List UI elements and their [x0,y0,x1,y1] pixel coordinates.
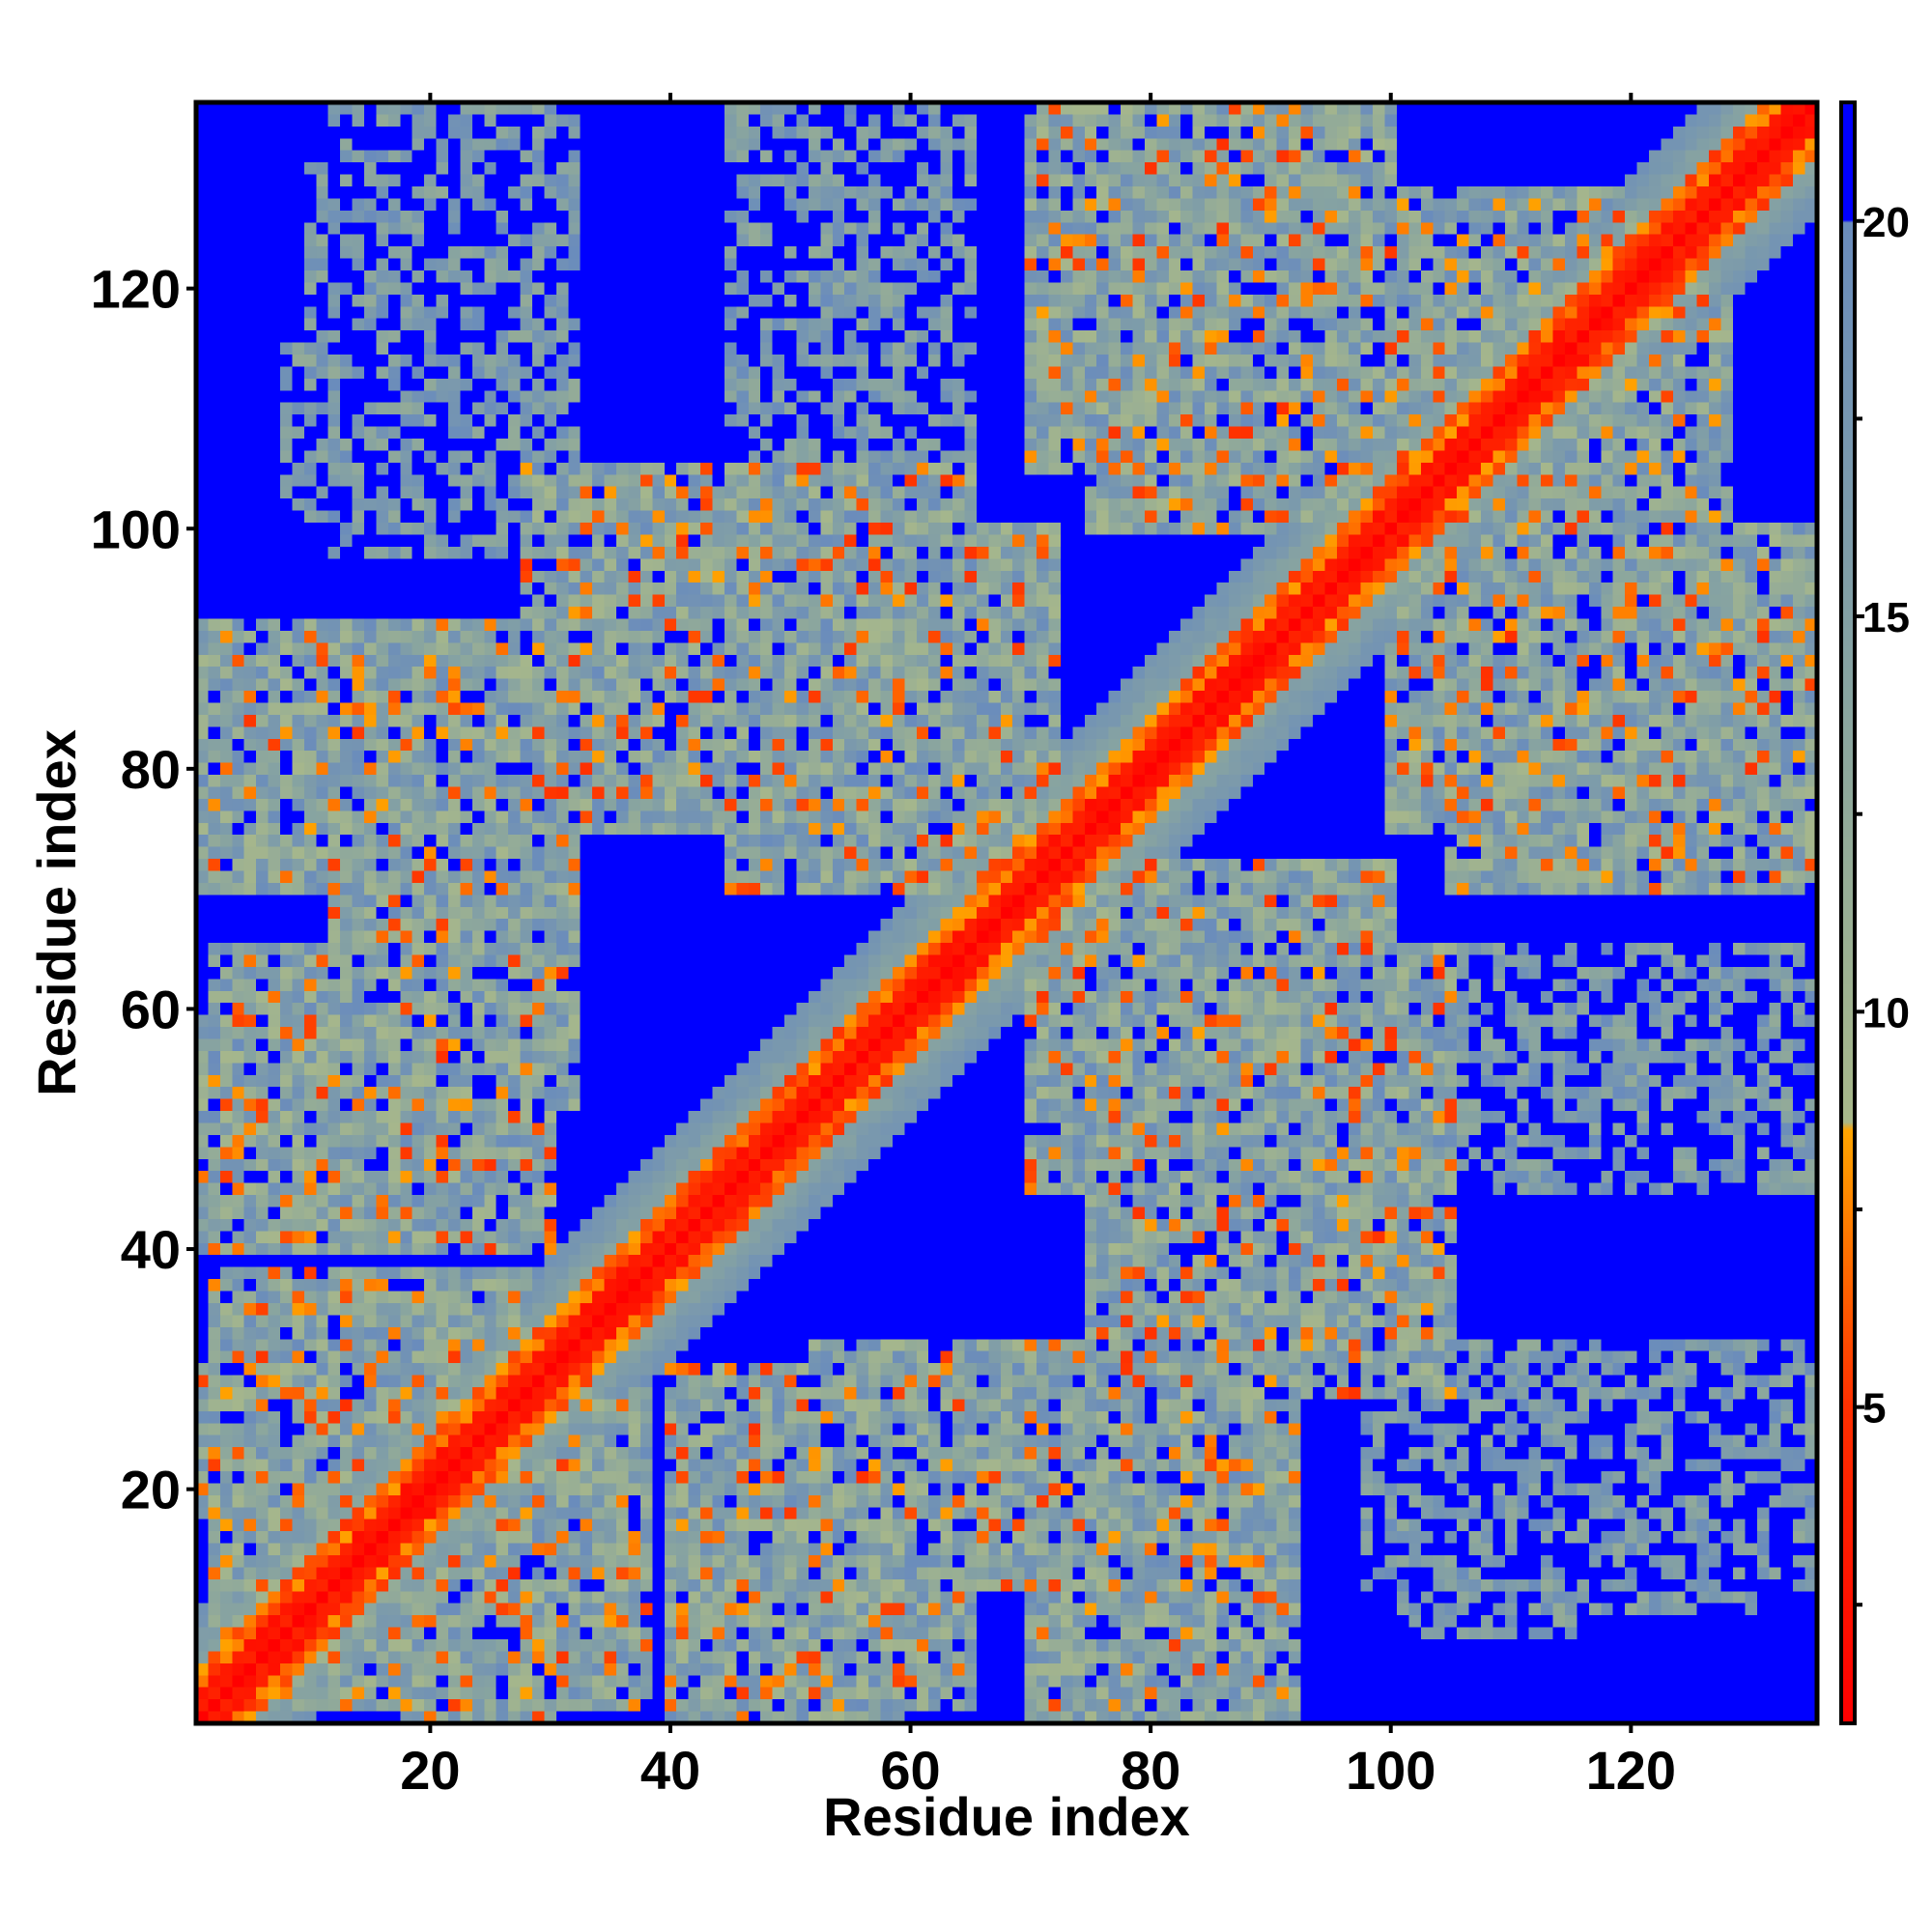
y-tick-label: 80 [121,739,181,800]
colorbar-tick-label: 10 [1862,989,1910,1037]
y-tick-label: 20 [121,1460,181,1520]
x-tick-label: 20 [400,1740,460,1801]
y-axis-label: Residue index [26,729,87,1096]
colorbar-tick-label: 15 [1862,594,1910,641]
colorbar-tick-label: 20 [1862,199,1910,246]
y-tick-label: 100 [91,498,181,559]
axis-ticks: 20 40 60 80 100 120 20 40 60 80 100 120 5 10 15 20 [91,93,1910,1801]
y-tick-label: 120 [91,259,181,320]
x-tick-label: 100 [1346,1740,1435,1801]
x-tick-label: 60 [880,1740,940,1801]
y-tick-label: 40 [121,1219,181,1280]
colorbar-gradient [1841,102,1855,1723]
colorbar-frame [1839,100,1857,1725]
colorbar-tick-label: 5 [1862,1385,1886,1433]
plot-frame [193,99,1820,1726]
x-tick-label: 80 [1121,1740,1180,1801]
heatmap-grid [196,102,1817,1723]
x-tick-label: 40 [640,1740,700,1801]
y-tick-label: 60 [121,979,181,1039]
x-tick-label: 120 [1586,1740,1676,1801]
x-axis-label: Residue index [823,1786,1190,1847]
